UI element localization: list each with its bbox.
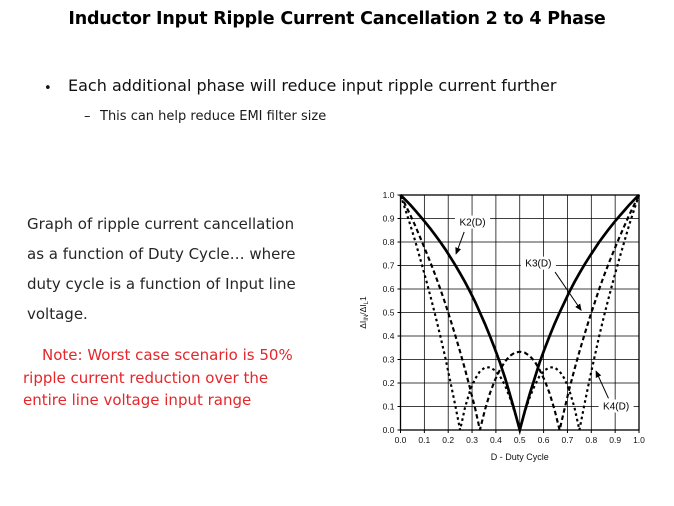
svg-text:0.7: 0.7 (383, 261, 395, 271)
svg-text:0.1: 0.1 (383, 402, 395, 412)
svg-text:0.3: 0.3 (466, 435, 478, 445)
curve-K3(D) (399, 194, 640, 431)
curve-label: K4(D) (603, 402, 629, 413)
svg-text:0.6: 0.6 (383, 284, 395, 294)
svg-text:0.6: 0.6 (538, 435, 550, 445)
slide-title: Inductor Input Ripple Current Cancellati… (68, 9, 606, 29)
svg-text:0.7: 0.7 (562, 435, 574, 445)
annotation-arrow (595, 370, 609, 399)
ripple-cancellation-chart: 0.0 0.1 0.2 0.3 0.4 0.5 0.6 0.7 0.8 0.9 1.00.00.10… (358, 190, 646, 462)
svg-text:0.4: 0.4 (490, 435, 502, 445)
x-axis-tick-labels: 0.0 0.1 0.2 0.3 0.4 0.5 0.6 0.7 0.8 0.9 1.0 (395, 435, 646, 445)
x-axis-title: D - Duty Cycle (491, 452, 549, 462)
svg-text:0.0: 0.0 (395, 435, 407, 445)
svg-text:1.0: 1.0 (383, 190, 395, 200)
svg-text:0.4: 0.4 (383, 331, 395, 341)
curve-label: K2(D) (459, 218, 485, 229)
svg-text:0.8: 0.8 (585, 435, 597, 445)
annotation-label-bg (598, 399, 634, 413)
svg-text:0.2: 0.2 (442, 435, 454, 445)
svg-text:0.2: 0.2 (383, 378, 395, 388)
sub-bullet-text: This can help reduce EMI filter size (100, 109, 327, 124)
note-text: Note: Worst case scenario is 50% ripple … (23, 346, 293, 409)
svg-text:0.8: 0.8 (383, 237, 395, 247)
curve-K4(D) (399, 194, 641, 434)
axis-ticks (397, 194, 640, 433)
annotation-K2(D): K2(D) (455, 215, 491, 255)
annotation-K3(D): K3(D) (520, 256, 582, 311)
description-text: Graph of ripple current cancellation as … (27, 215, 296, 323)
bullet-icon: • (44, 81, 52, 96)
svg-text:1.0: 1.0 (633, 435, 645, 445)
svg-text:0.9: 0.9 (609, 435, 621, 445)
svg-text:0.3: 0.3 (383, 355, 395, 365)
bullet-text: Each additional phase will reduce input … (68, 76, 557, 95)
svg-text:0.5: 0.5 (514, 435, 526, 445)
svg-text:0.0: 0.0 (383, 425, 395, 435)
chart-grid (400, 194, 640, 431)
curve-label: K3(D) (525, 259, 551, 270)
annotation-arrow (455, 231, 465, 255)
y-axis-tick-labels: 0.0 0.1 0.2 0.3 0.4 0.5 0.6 0.7 0.8 0.9 1.0 (383, 190, 395, 435)
svg-text:0.5: 0.5 (383, 308, 395, 318)
annotation-K4(D): K4(D) (595, 370, 634, 413)
svg-text:0.9: 0.9 (383, 214, 395, 224)
bullet-item: • Each additional phase will reduce inpu… (44, 75, 556, 100)
annotation-label-bg (455, 215, 491, 229)
sub-bullet-item: – This can help reduce EMI filter size (84, 107, 326, 126)
annotation-arrow (554, 271, 582, 311)
sub-bullet-dash-icon: – (84, 109, 91, 124)
y-axis-title: ΔIIN/ΔIL1 (358, 296, 370, 329)
annotation-label-bg (520, 256, 556, 270)
svg-text:0.1: 0.1 (418, 435, 430, 445)
